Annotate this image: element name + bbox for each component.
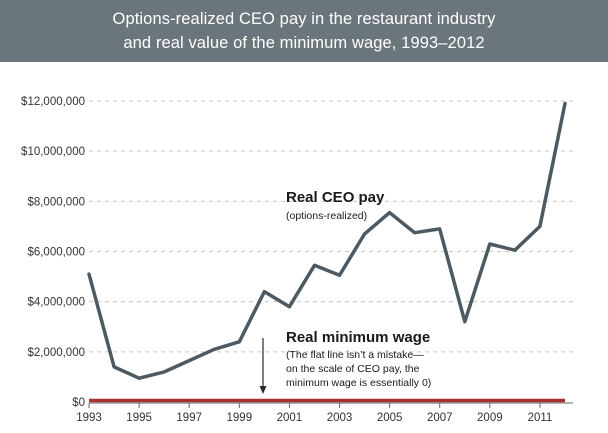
y-tick-label: $10,000,000 bbox=[21, 146, 85, 158]
x-tick-label: 1995 bbox=[126, 412, 152, 424]
min-wage-pointer-arrow bbox=[259, 338, 267, 394]
min-wage-note-line-2: on the scale of CEO pay, the bbox=[286, 363, 420, 375]
y-tick-label: $2,000,000 bbox=[27, 347, 85, 359]
arrow-head-icon bbox=[259, 386, 267, 394]
min-wage-label: Real minimum wage bbox=[286, 329, 430, 346]
y-tick-label: $6,000,000 bbox=[27, 247, 85, 259]
ceo-pay-line bbox=[87, 101, 567, 380]
y-axis: $0 $2,000,000 $4,000,000 $6,000,000 $8,000,0… bbox=[21, 96, 85, 409]
chart-title-banner: Options-realized CEO pay in the restaura… bbox=[0, 0, 608, 62]
x-tick-label: 2005 bbox=[377, 412, 403, 424]
y-tick-label: $12,000,000 bbox=[21, 96, 85, 108]
gridlines bbox=[89, 100, 573, 353]
series-group bbox=[87, 101, 567, 403]
y-tick-label: $0 bbox=[72, 397, 85, 409]
ceo-pay-label: Real CEO pay bbox=[286, 189, 385, 206]
min-wage-note-line-3: minimum wage is essentially 0) bbox=[286, 377, 431, 389]
chart-title-line-2: and real value of the minimum wage, 1993… bbox=[123, 34, 485, 52]
x-tick-label: 1999 bbox=[227, 412, 253, 424]
x-tick-label: 2001 bbox=[277, 412, 303, 424]
x-tick-label: 1993 bbox=[76, 412, 102, 424]
ceo-pay-sublabel: (options-realized) bbox=[286, 210, 367, 222]
x-tick-label: 2007 bbox=[427, 412, 453, 424]
chart-title-line-1: Options-realized CEO pay in the restaura… bbox=[112, 10, 496, 28]
x-tick-label: 2003 bbox=[327, 412, 353, 424]
y-tick-label: $4,000,000 bbox=[27, 297, 85, 309]
min-wage-note-line-1: (The flat line isn’t a mistake— bbox=[286, 349, 424, 361]
x-axis: 1993 1995 1997 1999 2001 2003 2005 2007 2009 2011 bbox=[76, 402, 573, 424]
y-tick-label: $8,000,000 bbox=[27, 196, 85, 208]
line-chart: $0 $2,000,000 $4,000,000 $6,000,000 $8,000,0… bbox=[21, 96, 573, 424]
x-tick-label: 1997 bbox=[176, 412, 202, 424]
x-tick-label: 2011 bbox=[528, 412, 553, 424]
x-tick-label: 2009 bbox=[477, 412, 503, 424]
